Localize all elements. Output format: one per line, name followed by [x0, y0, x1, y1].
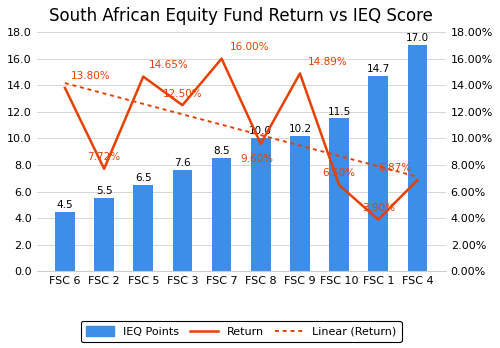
Bar — [251, 139, 270, 271]
Bar — [330, 119, 349, 271]
Title: South African Equity Fund Return vs IEQ Score: South African Equity Fund Return vs IEQ … — [50, 7, 433, 25]
Text: 6.87%: 6.87% — [378, 164, 412, 173]
Text: 6.50%: 6.50% — [322, 168, 356, 178]
Bar — [55, 212, 74, 271]
Legend: IEQ Points, Return, Linear (Return): IEQ Points, Return, Linear (Return) — [81, 321, 402, 342]
Bar — [134, 185, 153, 271]
Text: 13.80%: 13.80% — [71, 71, 110, 81]
Text: 10.2: 10.2 — [288, 124, 312, 134]
Text: 14.65%: 14.65% — [149, 60, 189, 70]
Text: 12.50%: 12.50% — [162, 88, 202, 98]
Text: 8.5: 8.5 — [214, 147, 230, 156]
Bar — [368, 76, 388, 271]
Text: 4.5: 4.5 — [56, 200, 74, 209]
Text: 11.5: 11.5 — [328, 106, 350, 117]
Text: 3.90%: 3.90% — [362, 203, 395, 213]
Text: 14.89%: 14.89% — [308, 57, 348, 67]
Bar — [172, 171, 192, 271]
Text: 16.00%: 16.00% — [230, 42, 269, 52]
Text: 7.6: 7.6 — [174, 158, 191, 168]
Text: 9.60%: 9.60% — [240, 155, 274, 164]
Text: 7.72%: 7.72% — [88, 152, 120, 162]
Bar — [212, 158, 232, 271]
Text: 14.7: 14.7 — [366, 64, 390, 74]
Bar — [94, 198, 114, 271]
Bar — [290, 136, 310, 271]
Text: 17.0: 17.0 — [406, 33, 429, 44]
Text: 6.5: 6.5 — [135, 173, 152, 183]
Text: 5.5: 5.5 — [96, 186, 112, 196]
Text: 10.0: 10.0 — [250, 126, 272, 136]
Bar — [408, 45, 427, 271]
